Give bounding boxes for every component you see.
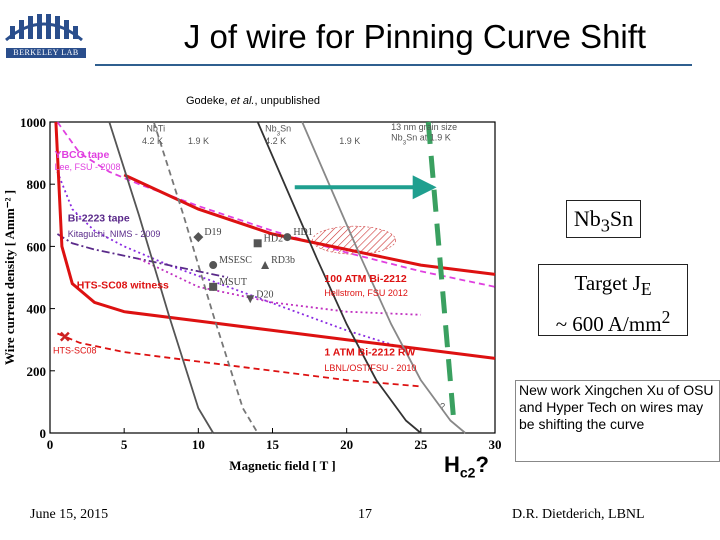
marker-label: HD1 <box>293 227 312 238</box>
marker-label: HD2 <box>264 233 283 244</box>
note-box: New work Xingchen Xu of OSU and Hyper Te… <box>515 380 720 462</box>
series-bi-2223-tape <box>56 171 407 350</box>
marker-label: D20 <box>256 289 273 300</box>
series-hts-sc08-witness <box>54 121 496 360</box>
credit-italic: et al. <box>230 95 255 107</box>
marker-hd1 <box>283 233 292 242</box>
logo-text: BERKELEY LAB <box>6 48 86 58</box>
footer-author: D.R. Dietderich, LBNL <box>512 507 645 522</box>
target-line-2: ~ 600 A/mm2 <box>555 307 671 337</box>
source-credit: Godeke, et al., unpublished <box>186 95 320 107</box>
footer-page-number: 17 <box>358 507 372 522</box>
x-tick-label: 30 <box>489 437 502 452</box>
chart-annotation: HTS-SC08 witness <box>77 279 169 291</box>
series-1-atm-bi-2212-rw <box>57 332 421 388</box>
y-tick-label: 0 <box>40 426 47 441</box>
marker-hts-sc08 <box>59 331 70 342</box>
x-tick-label: 5 <box>121 437 128 452</box>
target-callout: Target JE ~ 600 A/mm2 <box>538 264 688 336</box>
credit-prefix: Godeke, <box>186 95 231 107</box>
nb3sn-callout: Nb3Sn <box>566 200 641 238</box>
chart-annotation: 1.9 K <box>188 136 209 146</box>
chart-annotation: Bi-2223 tape <box>68 213 130 225</box>
marker-label: RD3b <box>271 255 295 266</box>
marker-label: D19 <box>204 227 221 238</box>
marker-msesc <box>209 261 218 270</box>
chart-annotation: 1 ATM Bi-2212 RW <box>324 346 415 358</box>
chart-annotation: NbTi <box>146 123 165 133</box>
slide-title: J of wire for Pinning Curve Shift <box>183 18 647 55</box>
jc-chart: 0 5 10 15 20 25 30 0 200 400 600 800 1000 Magnetic fi… <box>2 115 502 473</box>
x-tick-label: 15 <box>266 437 280 452</box>
marker-d20 <box>246 295 255 304</box>
y-tick-label: 1000 <box>20 115 46 130</box>
chart-annotation: Kitaguchi, NIMS - 2009 <box>68 229 161 239</box>
title-underline <box>95 64 692 66</box>
x-tick-label: 25 <box>414 437 428 452</box>
chart-annotation: Hellstrom, FSU 2012 <box>324 288 408 298</box>
y-tick-label: 200 <box>27 364 47 379</box>
y-tick-label: 400 <box>27 302 47 317</box>
chart-annotation: Lee, FSU - 2008 <box>54 162 120 172</box>
x-tick-label: 10 <box>192 437 205 452</box>
series-nb3sn-4-2-k <box>256 121 422 434</box>
footer-date: June 15, 2015 <box>30 507 109 522</box>
marker-label: MSUT <box>219 277 247 288</box>
series-nb3sn-1-9-k <box>301 121 466 434</box>
chart-annotation: 1.9 K <box>339 136 360 146</box>
series-nbti-1-9-k <box>152 121 259 434</box>
chart-annotation: ? <box>440 402 445 412</box>
marker-msut <box>209 282 218 291</box>
chart-annotation: 13 nm grain size <box>391 122 457 132</box>
marker-rd3b <box>261 261 270 270</box>
hc2-label: Hc2? <box>444 452 489 481</box>
y-tick-label: 600 <box>27 239 47 254</box>
x-tick-label: 0 <box>47 437 54 452</box>
series-bi-2223-tape-kitaguchi- <box>56 233 229 279</box>
chart-annotation: Nb3Sn at 1.9 K <box>391 133 451 147</box>
y-tick-label: 800 <box>27 177 47 192</box>
chart-annotation: 4.2 K <box>142 136 163 146</box>
marker-hd2 <box>253 239 262 248</box>
chart-annotation: YBCO tape <box>54 149 109 161</box>
marker-label: MSESC <box>219 255 252 266</box>
series-msut-hellstrom <box>138 257 421 316</box>
hc2-line <box>425 121 456 418</box>
target-line-1: Target JE <box>574 271 652 300</box>
series-nbti-4-2-k <box>108 121 214 434</box>
credit-suffix: , unpublished <box>254 95 320 107</box>
berkeley-lab-logo: BERKELEY LAB <box>2 2 86 60</box>
x-tick-label: 20 <box>340 437 353 452</box>
chart-annotation: 100 ATM Bi-2212 <box>324 273 406 285</box>
y-axis-label: Wire current density [ Amm⁻² ] <box>2 190 17 365</box>
chart-annotation: LBNL/OST/FSU - 2010 <box>324 363 416 373</box>
series-ybco-tape <box>56 121 496 288</box>
marker-d19 <box>193 232 204 243</box>
nb3sn-callout-text: Nb3Sn <box>573 206 634 236</box>
x-axis-label: Magnetic field [ T ] <box>229 458 335 473</box>
chart-annotation: 4.2 K <box>265 136 286 146</box>
chart-annotation: HTS-SC08 <box>53 346 97 356</box>
